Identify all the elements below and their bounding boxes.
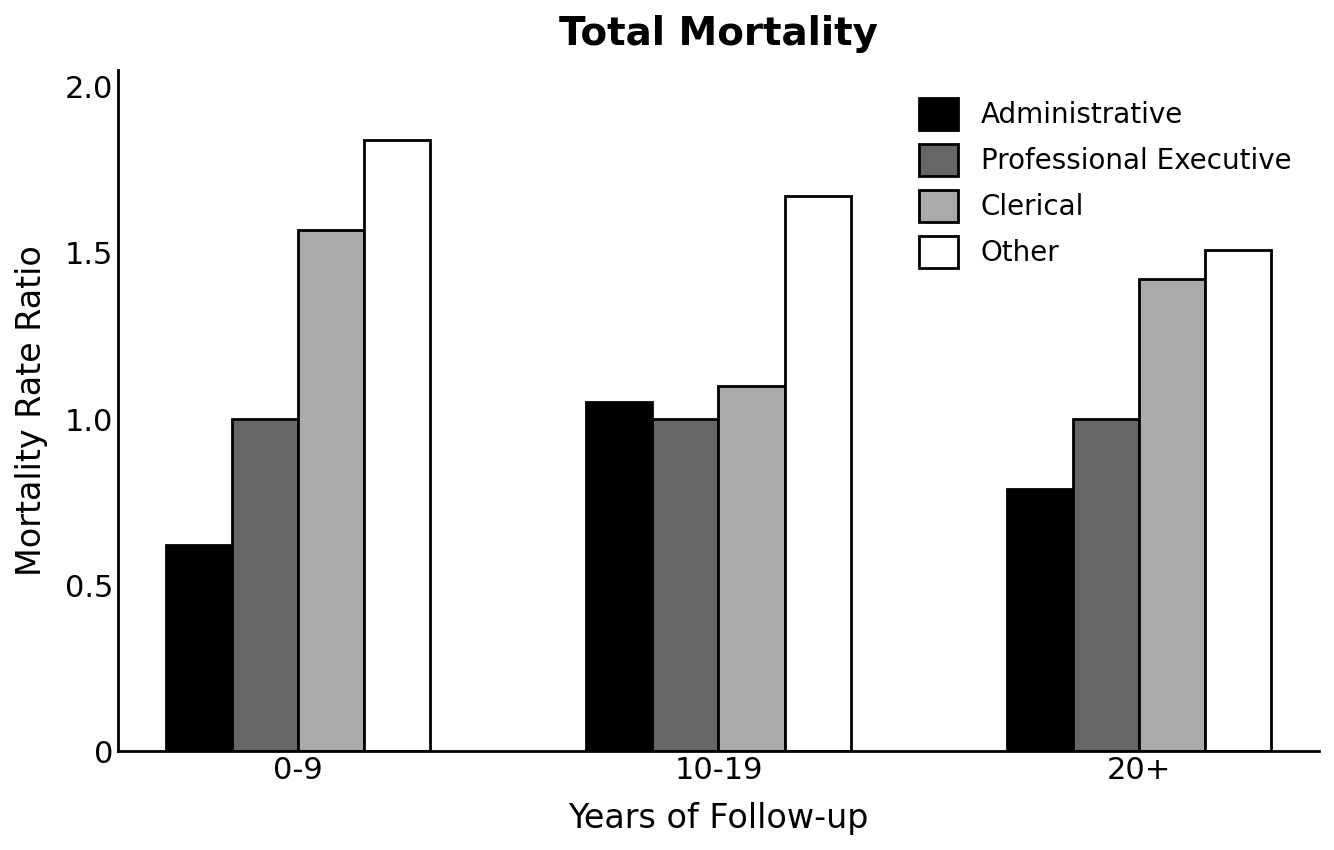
Bar [1073, 419, 1139, 751]
Bar [1205, 250, 1271, 751]
Bar [587, 402, 652, 751]
Bar [297, 230, 364, 751]
X-axis label: Years of Follow-up: Years of Follow-up [568, 802, 868, 835]
Legend: Administrative, Professional Executive, Clerical, Other: Administrative, Professional Executive, … [906, 84, 1305, 281]
Bar [1139, 280, 1205, 751]
Y-axis label: Mortality Rate Ratio: Mortality Rate Ratio [15, 246, 48, 576]
Bar [232, 419, 297, 751]
Bar [364, 139, 430, 751]
Bar [784, 196, 851, 751]
Title: Total Mortality: Total Mortality [559, 15, 878, 53]
Bar [652, 419, 719, 751]
Bar [165, 546, 232, 751]
Bar [1007, 489, 1073, 751]
Bar [719, 386, 784, 751]
